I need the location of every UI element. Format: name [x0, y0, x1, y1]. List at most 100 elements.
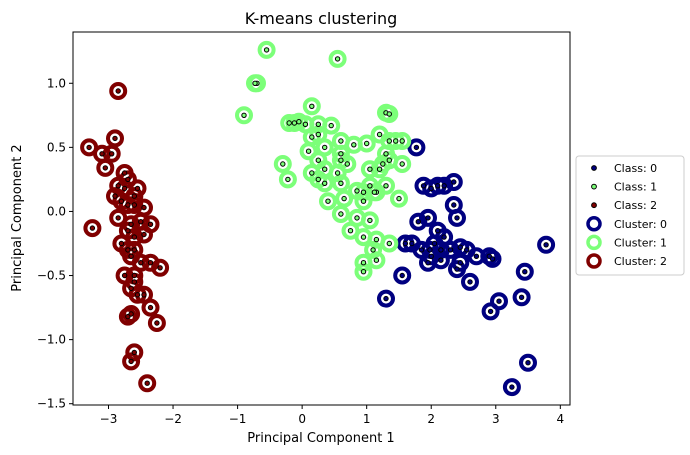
- class-1-point: [286, 120, 292, 126]
- class-1-point: [373, 236, 380, 243]
- cluster-0-ring: [537, 235, 556, 254]
- class-1-point: [322, 180, 328, 187]
- cluster-2-ring: [135, 225, 153, 244]
- class-2-point: [147, 304, 154, 311]
- plot-area: [80, 40, 556, 397]
- class-2-point: [128, 358, 134, 365]
- class-0-point: [435, 183, 441, 189]
- class-0-point: [543, 242, 549, 248]
- cluster-2-ring: [109, 82, 128, 100]
- cluster-1-ring: [393, 155, 412, 173]
- class-0-point: [413, 144, 420, 151]
- class-1-point: [252, 80, 258, 87]
- class-0-point: [441, 183, 447, 189]
- cluster-1-ring: [246, 74, 264, 93]
- class-1-point: [360, 234, 367, 240]
- legend-label: Cluster: 2: [614, 255, 667, 268]
- class-0-point: [454, 266, 460, 272]
- class-1-point: [351, 142, 357, 148]
- class-1-point: [386, 157, 392, 163]
- cluster-0-ring: [481, 302, 500, 321]
- x-tick-label: 1: [363, 412, 371, 426]
- cluster-2-ring: [106, 129, 124, 148]
- x-axis: −3 −2 −1 0 1 2 3 4: [100, 405, 564, 426]
- x-tick-label: 4: [556, 412, 564, 426]
- class-1-point: [354, 188, 360, 194]
- cluster-0-ring: [377, 289, 395, 308]
- class-1-point: [383, 151, 389, 157]
- class-0-point: [438, 257, 444, 263]
- class-0-point: [402, 240, 409, 247]
- cluster-0-ring: [451, 253, 470, 272]
- cluster-1-ring: [331, 205, 350, 223]
- class-1-point: [360, 189, 367, 195]
- legend-cluster-1-marker: [586, 234, 602, 251]
- class-2-point: [131, 193, 138, 199]
- class-1-point: [334, 170, 341, 176]
- legend-box: [575, 155, 685, 276]
- class-0-point: [473, 253, 480, 259]
- cluster-0-ring: [512, 288, 531, 307]
- class-0-point: [509, 384, 515, 390]
- cluster-0-ring: [461, 272, 479, 291]
- cluster-0-ring: [441, 240, 460, 259]
- class-1-point: [296, 119, 302, 125]
- class-0-point: [399, 272, 405, 279]
- class-2-point: [125, 176, 131, 183]
- class-2-point: [118, 240, 125, 247]
- cluster-0-ring: [393, 266, 412, 285]
- y-axis-label: Principal Component 2: [10, 144, 25, 291]
- cluster-1-ring: [322, 116, 341, 135]
- class-2-point: [147, 221, 154, 228]
- class-2-point: [86, 144, 92, 151]
- class-0-point: [496, 298, 502, 304]
- x-tick-label: 2: [427, 412, 435, 426]
- legend-label: Class: 2: [614, 199, 657, 212]
- legend-class-1-marker: [591, 183, 597, 190]
- class-0-point: [441, 234, 447, 240]
- cluster-1-ring: [360, 211, 379, 230]
- class-1-point: [338, 211, 344, 217]
- class-1-point: [386, 111, 392, 117]
- class-1-point: [291, 120, 298, 126]
- class-2-point: [121, 185, 128, 192]
- cluster-0-ring: [409, 212, 428, 231]
- x-axis-label: Principal Component 1: [247, 431, 394, 446]
- legend-label: Cluster: 0: [614, 218, 667, 231]
- class-1-point: [373, 257, 380, 263]
- class-2-point: [141, 204, 147, 211]
- class-2-point: [128, 311, 134, 317]
- class-2-point: [99, 151, 105, 157]
- class-0-point: [487, 308, 494, 315]
- legend-class-2-marker: [591, 202, 597, 209]
- cluster-1-ring: [278, 170, 297, 189]
- cluster-2-ring: [141, 298, 160, 317]
- cluster-1-ring: [257, 40, 276, 59]
- class-1-point: [328, 122, 334, 129]
- class-2-point: [115, 215, 121, 221]
- y-tick-label: −1.5: [37, 397, 66, 411]
- class-1-point: [367, 217, 373, 224]
- class-1-point: [344, 161, 350, 167]
- class-1-point: [386, 240, 392, 247]
- x-tick-label: 0: [298, 412, 306, 426]
- class-2-point: [141, 231, 147, 238]
- class-2-point: [131, 272, 138, 279]
- cluster-0-ring: [502, 378, 521, 397]
- cluster-1-ring: [331, 174, 350, 193]
- class-2-point: [109, 151, 115, 157]
- cluster-0-ring: [407, 138, 426, 157]
- chart-title: K-means clustering: [245, 9, 398, 28]
- class-0-point: [420, 183, 427, 189]
- class-2-point: [141, 292, 147, 298]
- class-1-point: [302, 121, 309, 128]
- class-2-point: [112, 135, 118, 142]
- class-1-point: [383, 183, 389, 189]
- cluster-2-ring: [122, 305, 141, 323]
- legend-class-0-marker: [591, 165, 597, 171]
- class-1-point: [370, 247, 376, 253]
- class-2-point: [147, 260, 154, 266]
- legend-label: Cluster: 1: [614, 236, 667, 249]
- class-0-point: [451, 179, 457, 185]
